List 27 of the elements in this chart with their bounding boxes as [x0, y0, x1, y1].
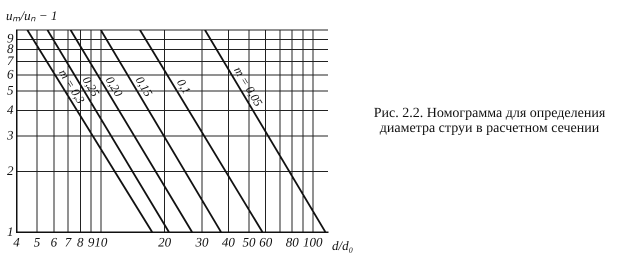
x-tick-label: 5: [34, 234, 41, 250]
y-axis-title: uₘ/uₙ − 1: [6, 8, 58, 23]
x-tick-label: 7: [64, 234, 72, 250]
x-tick-label: 30: [194, 234, 209, 250]
text: 0,15: [132, 74, 156, 100]
x-tick-label: 50: [242, 234, 256, 250]
text: 0,1: [174, 76, 194, 96]
x-tick-label: 9: [88, 234, 95, 250]
x-tick-label: 8: [77, 234, 84, 250]
x-tick-label: 100: [303, 234, 324, 250]
y-tick-label: 2: [7, 162, 14, 178]
y-tick-label: 6: [7, 66, 14, 82]
x-axis-title: d/d₀: [332, 238, 354, 253]
x-tick-label: 80: [286, 234, 300, 250]
x-tick-label: 40: [222, 234, 236, 250]
x-tick-label: 10: [94, 234, 108, 250]
y-tick-label: 3: [6, 127, 14, 142]
y-tick-label: 5: [7, 82, 14, 98]
x-tick-label: 6: [50, 234, 58, 250]
text: m = 0,05: [231, 64, 266, 109]
y-tick-label: 4: [7, 102, 14, 117]
text: Рис. 2.2. Номограмма для определения диаметра струи в расчетном сечении: [372, 106, 606, 136]
text: 0,20: [102, 74, 126, 100]
y-tick-label: 1: [7, 224, 14, 239]
y-tick-label: 7: [7, 52, 14, 68]
x-tick-label: 20: [158, 234, 172, 250]
x-tick-label: 60: [259, 234, 273, 250]
